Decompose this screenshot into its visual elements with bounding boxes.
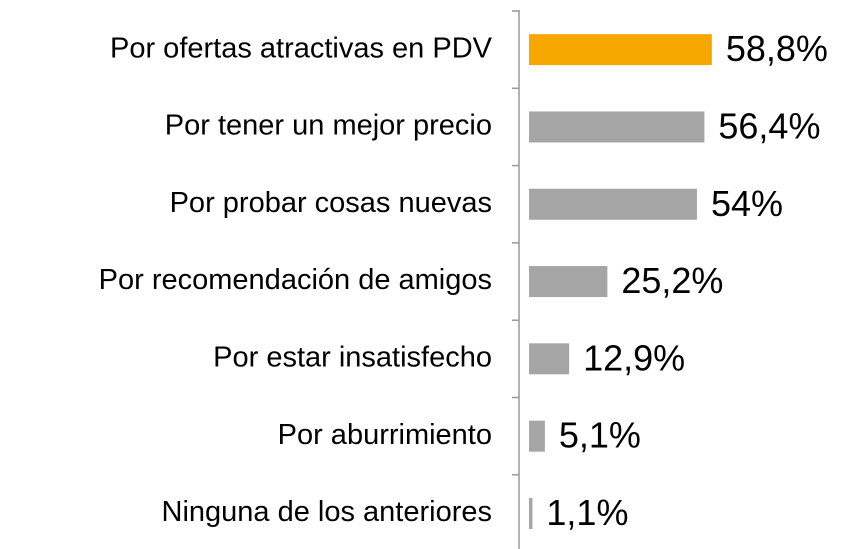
bar [529, 34, 712, 66]
value-label: 58,8% [726, 28, 828, 69]
bar [529, 188, 697, 220]
bar [529, 420, 545, 452]
value-label: 56,4% [718, 105, 820, 146]
bar [529, 497, 533, 529]
category-label: Por aburrimiento [278, 419, 492, 451]
category-label: Por tener un mejor precio [165, 110, 492, 142]
value-label: 54% [711, 183, 783, 224]
category-label: Ninguna de los anteriores [162, 496, 492, 528]
value-label: 5,1% [559, 415, 641, 456]
bar [529, 343, 570, 375]
value-label: 25,2% [621, 260, 723, 301]
value-label: 12,9% [583, 337, 685, 378]
category-label: Por recomendación de amigos [99, 264, 492, 296]
category-label: Por ofertas atractivas en PDV [110, 32, 493, 64]
category-label: Por probar cosas nuevas [170, 187, 492, 219]
category-label: Por estar insatisfecho [213, 342, 492, 374]
bar [529, 266, 608, 298]
bar [529, 111, 705, 143]
value-label: 1,1% [546, 492, 628, 533]
